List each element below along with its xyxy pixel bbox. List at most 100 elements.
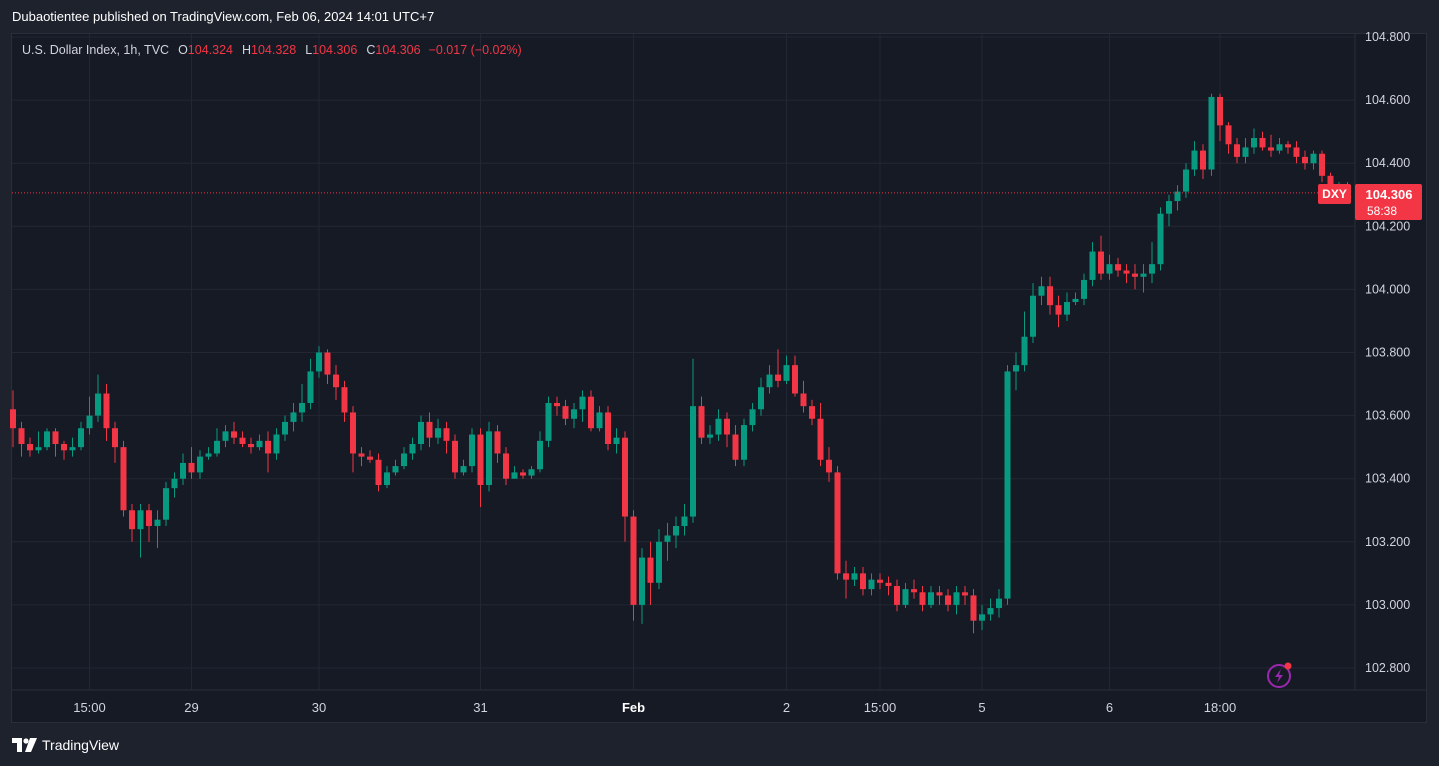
high-value: 104.328 bbox=[251, 43, 297, 57]
candle-up bbox=[664, 535, 671, 542]
candle-up bbox=[545, 402, 552, 441]
candle-up bbox=[273, 434, 280, 454]
candle-up bbox=[35, 447, 42, 451]
candle-up bbox=[435, 428, 441, 438]
candle-up bbox=[868, 579, 875, 590]
candle-up bbox=[639, 557, 645, 605]
candle-down bbox=[698, 406, 705, 438]
candle-up bbox=[86, 415, 93, 429]
candle-down bbox=[248, 443, 254, 448]
candle-up bbox=[171, 478, 178, 489]
candle-down bbox=[129, 510, 135, 530]
candle-up bbox=[137, 510, 144, 530]
candle-down bbox=[18, 428, 25, 444]
candle-down bbox=[103, 393, 110, 429]
candle-up bbox=[1191, 150, 1198, 170]
candle-up bbox=[418, 421, 424, 444]
candle-up bbox=[1183, 169, 1189, 192]
open-label: O bbox=[178, 43, 188, 57]
candle-up bbox=[44, 431, 50, 448]
tradingview-footer[interactable]: TradingView bbox=[12, 735, 119, 755]
candle-down bbox=[1217, 96, 1223, 126]
candle-up bbox=[163, 488, 169, 520]
candle-up bbox=[681, 516, 688, 527]
candle-up bbox=[579, 396, 586, 410]
candle-down bbox=[1285, 144, 1291, 148]
candle-up bbox=[928, 592, 934, 605]
candle-up bbox=[460, 466, 467, 473]
candle-up bbox=[1208, 96, 1215, 170]
time-tick-label: 15:00 bbox=[73, 700, 106, 715]
price-tick-label: 104.600 bbox=[1365, 93, 1410, 107]
close-label: C bbox=[366, 43, 376, 57]
candle-down bbox=[885, 582, 892, 586]
brand-name: TradingView bbox=[42, 737, 120, 753]
candle-up bbox=[78, 428, 84, 448]
time-axis: 15:00 29 30 31 Feb 2 15:00 5 6 18:00 bbox=[12, 689, 1426, 715]
countdown-label: 58:38 bbox=[1367, 204, 1397, 218]
candle-down bbox=[375, 459, 382, 486]
candle-up bbox=[1276, 144, 1283, 151]
candle-up bbox=[741, 425, 747, 460]
candle-down bbox=[724, 418, 730, 435]
candle-up bbox=[1140, 273, 1147, 277]
candle-down bbox=[477, 434, 484, 486]
close-value: 104.306 bbox=[375, 43, 421, 57]
candle-down bbox=[188, 462, 195, 473]
lightning-icon[interactable] bbox=[1267, 662, 1292, 688]
price-axis: 104.800 104.600 104.400 104.200 104.000 103.8… bbox=[1354, 30, 1410, 690]
candle-down bbox=[775, 374, 781, 381]
price-tick-label: 103.400 bbox=[1365, 472, 1410, 486]
candle-down bbox=[367, 456, 373, 460]
candle-down bbox=[1200, 150, 1206, 170]
candle-up bbox=[690, 406, 696, 517]
ohlc-legend: U.S. Dollar Index, 1h, TVC O 104.324 H 104… bbox=[22, 43, 522, 57]
candle-up bbox=[486, 431, 492, 486]
candle-up bbox=[290, 412, 297, 422]
candle-down bbox=[265, 440, 271, 454]
publish-header: Dubaotientee published on TradingView.co… bbox=[0, 0, 1439, 33]
candle-up bbox=[205, 453, 212, 457]
candle-up bbox=[299, 402, 305, 413]
candle-down bbox=[732, 434, 739, 460]
candle-up bbox=[1166, 201, 1172, 214]
price-tick-label: 104.400 bbox=[1365, 156, 1410, 170]
candle-down bbox=[1098, 251, 1104, 274]
candle-up bbox=[307, 371, 314, 403]
candle-down bbox=[647, 557, 654, 583]
candle-down bbox=[809, 406, 815, 419]
time-tick-label: 15:00 bbox=[864, 700, 897, 715]
candle-down bbox=[1123, 270, 1130, 274]
candle-up bbox=[469, 434, 475, 467]
candle-down bbox=[1259, 137, 1266, 148]
candle-up bbox=[715, 418, 722, 435]
candle-down bbox=[1055, 305, 1062, 315]
candle-up bbox=[392, 466, 399, 473]
candle-up bbox=[1021, 336, 1028, 366]
last-price-label: 104.306 bbox=[1366, 187, 1413, 202]
candle-down bbox=[1115, 264, 1121, 271]
candle-up bbox=[1038, 286, 1045, 296]
chart-panel[interactable] bbox=[11, 33, 1427, 723]
time-tick-label: 18:00 bbox=[1204, 700, 1237, 715]
candle-up bbox=[1149, 264, 1155, 274]
chart-grid bbox=[12, 34, 1355, 690]
high-label: H bbox=[241, 43, 252, 57]
candle-up bbox=[1072, 298, 1079, 303]
candle-up bbox=[1030, 295, 1036, 337]
candle-down bbox=[970, 595, 977, 621]
candle-down bbox=[1132, 273, 1138, 277]
candle-down bbox=[843, 573, 849, 580]
symbol-name[interactable]: U.S. Dollar Index, 1h, TVC bbox=[22, 43, 170, 57]
time-tick-label: 2 bbox=[783, 700, 790, 715]
candle-down bbox=[817, 418, 824, 460]
price-tick-label: 104.800 bbox=[1365, 30, 1410, 44]
candle-down bbox=[945, 595, 951, 605]
candle-down bbox=[426, 421, 433, 438]
candle-up bbox=[613, 437, 620, 444]
candle-up bbox=[996, 598, 1002, 609]
price-tag: DXY 104.306 58:38 bbox=[1318, 184, 1422, 220]
candle-up bbox=[596, 412, 603, 429]
price-tick-label: 102.800 bbox=[1365, 661, 1410, 675]
